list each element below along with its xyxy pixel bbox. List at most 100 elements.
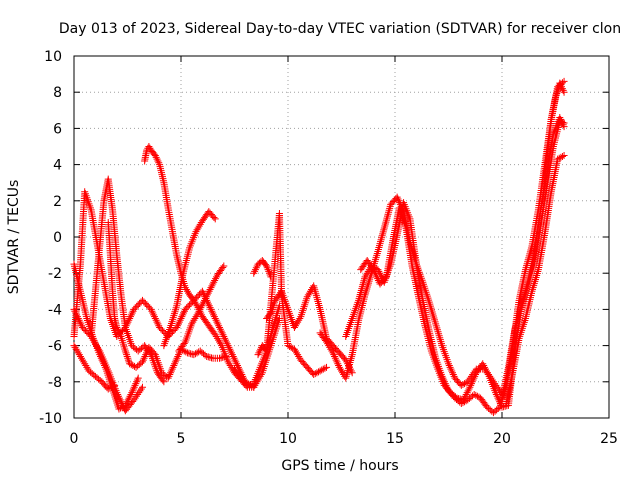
data-point xyxy=(132,380,140,388)
data-point xyxy=(472,391,480,399)
data-point xyxy=(395,197,403,205)
data-point xyxy=(226,345,234,353)
data-point xyxy=(164,374,172,382)
data-point xyxy=(124,354,132,362)
data-point xyxy=(89,336,97,344)
data-point xyxy=(332,356,340,364)
data-point xyxy=(148,307,156,315)
data-point xyxy=(131,394,139,402)
data-point xyxy=(468,378,476,386)
data-point xyxy=(210,313,218,321)
data-point xyxy=(179,311,187,319)
data-point xyxy=(393,193,401,201)
data-point xyxy=(131,304,139,312)
data-point xyxy=(153,318,161,326)
data-point xyxy=(496,398,504,406)
data-point xyxy=(152,153,160,161)
data-point xyxy=(182,348,190,356)
data-point xyxy=(201,296,209,304)
data-point xyxy=(134,301,142,309)
data-point xyxy=(134,390,142,398)
data-point xyxy=(326,343,334,351)
data-point xyxy=(373,273,381,281)
data-point xyxy=(167,369,175,377)
x-axis-label: GPS time / hours xyxy=(281,458,398,474)
data-point xyxy=(319,365,327,373)
series-arc-17 xyxy=(498,117,568,402)
data-point xyxy=(207,284,215,292)
data-point xyxy=(130,396,138,404)
data-point xyxy=(263,262,271,270)
data-point xyxy=(221,334,229,342)
data-point xyxy=(119,401,127,409)
data-point xyxy=(293,320,301,328)
y-tick-label: -6 xyxy=(48,339,62,355)
data-point xyxy=(152,316,160,324)
data-point xyxy=(449,371,457,379)
data-point xyxy=(295,316,303,324)
data-point xyxy=(462,390,470,398)
data-point xyxy=(131,381,139,389)
data-point xyxy=(116,331,124,339)
data-point xyxy=(168,365,176,373)
data-point xyxy=(129,387,137,395)
data-point xyxy=(74,349,82,357)
data-point xyxy=(264,266,272,274)
data-point xyxy=(84,330,92,338)
data-point xyxy=(211,276,219,284)
data-point xyxy=(305,289,313,297)
data-point xyxy=(170,327,178,335)
data-point xyxy=(90,338,98,346)
data-point xyxy=(208,307,216,315)
data-point xyxy=(560,152,568,160)
data-point xyxy=(284,342,292,350)
data-point xyxy=(459,396,467,404)
data-point xyxy=(374,275,382,283)
data-point xyxy=(559,118,567,126)
data-point xyxy=(231,356,239,364)
data-point xyxy=(214,320,222,328)
data-point xyxy=(94,343,102,351)
data-point xyxy=(190,296,198,304)
data-point xyxy=(172,356,180,364)
data-point xyxy=(295,352,303,360)
data-point xyxy=(233,360,241,368)
data-point xyxy=(331,354,339,362)
data-point xyxy=(252,264,260,272)
data-point xyxy=(271,298,279,306)
data-point xyxy=(178,313,186,321)
data-point xyxy=(483,369,491,377)
series-arc-19 xyxy=(539,79,568,205)
y-tick-label: 4 xyxy=(53,158,62,174)
data-point xyxy=(125,394,133,402)
data-point xyxy=(149,309,157,317)
data-point xyxy=(293,349,301,357)
data-point xyxy=(267,273,275,281)
data-points xyxy=(70,77,568,417)
data-point xyxy=(467,381,475,389)
data-point xyxy=(251,266,259,274)
data-point xyxy=(262,346,270,354)
data-point xyxy=(220,333,228,341)
data-point xyxy=(225,343,233,351)
data-point xyxy=(173,324,181,331)
data-point xyxy=(75,316,83,324)
data-point xyxy=(215,322,223,330)
data-point xyxy=(180,339,188,347)
data-point xyxy=(559,86,567,94)
data-point xyxy=(142,351,150,359)
data-point xyxy=(133,302,141,310)
data-point xyxy=(191,314,199,322)
data-point xyxy=(311,370,319,378)
data-point xyxy=(214,336,222,344)
data-point xyxy=(144,302,152,310)
data-point xyxy=(151,314,159,322)
data-point xyxy=(194,292,202,300)
data-point xyxy=(496,400,504,408)
data-point xyxy=(218,329,226,337)
data-point xyxy=(216,325,224,333)
data-point xyxy=(210,311,218,319)
data-point xyxy=(336,365,344,373)
data-point xyxy=(134,374,142,382)
data-point xyxy=(71,343,79,351)
